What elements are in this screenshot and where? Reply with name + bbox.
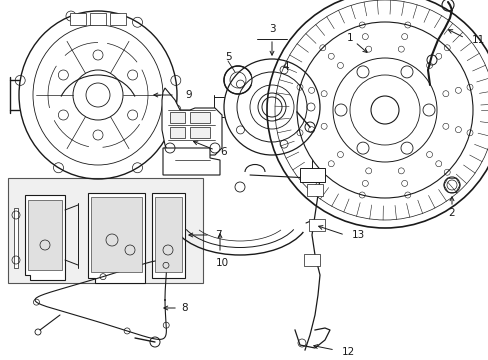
Text: 9: 9 — [184, 90, 191, 100]
Polygon shape — [155, 197, 182, 272]
Text: 6: 6 — [220, 147, 226, 157]
Polygon shape — [170, 127, 184, 138]
Polygon shape — [163, 148, 220, 175]
Polygon shape — [308, 219, 325, 231]
Polygon shape — [28, 200, 62, 270]
Text: 2: 2 — [448, 208, 454, 218]
Polygon shape — [306, 184, 323, 196]
Text: 7: 7 — [215, 230, 221, 240]
Bar — [8, 178, 203, 283]
Text: 11: 11 — [471, 35, 484, 45]
Polygon shape — [304, 254, 319, 266]
Text: 10: 10 — [215, 258, 228, 268]
Polygon shape — [190, 127, 209, 138]
Polygon shape — [14, 208, 18, 268]
Polygon shape — [152, 193, 184, 278]
Polygon shape — [90, 13, 106, 25]
Polygon shape — [110, 13, 126, 25]
Polygon shape — [299, 168, 325, 182]
Polygon shape — [162, 88, 222, 155]
Text: 13: 13 — [351, 230, 365, 240]
Text: 3: 3 — [268, 24, 275, 34]
Text: 1: 1 — [346, 33, 353, 43]
Text: 4: 4 — [282, 62, 288, 72]
Circle shape — [370, 96, 398, 124]
Polygon shape — [190, 112, 209, 123]
Text: 8: 8 — [182, 303, 188, 313]
Polygon shape — [170, 112, 184, 123]
Polygon shape — [25, 195, 65, 280]
Polygon shape — [70, 13, 86, 25]
Polygon shape — [91, 197, 142, 272]
Polygon shape — [88, 193, 145, 283]
Text: 5: 5 — [224, 52, 231, 62]
Text: 12: 12 — [341, 347, 354, 357]
